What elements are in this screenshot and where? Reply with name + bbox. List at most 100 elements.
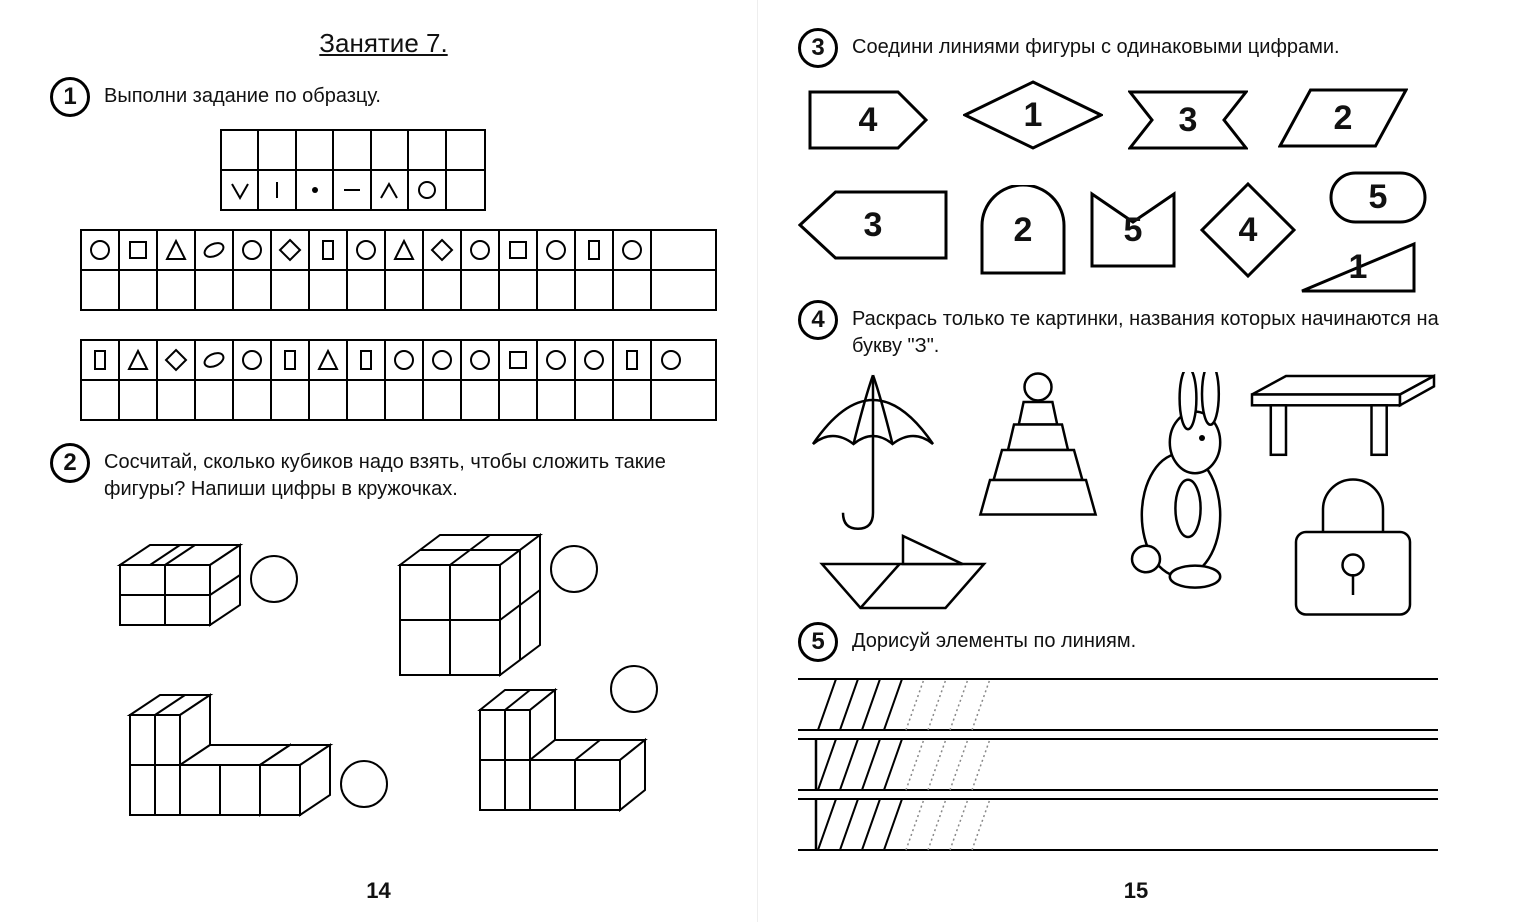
grid-cell[interactable] [334, 171, 371, 209]
grid-cell-empty[interactable] [272, 271, 310, 309]
grid-cell[interactable] [259, 171, 296, 209]
grid-cell[interactable] [409, 131, 446, 169]
grid-cell-empty[interactable] [120, 271, 158, 309]
picture-umbrella[interactable] [798, 372, 948, 532]
grid-cell-empty[interactable] [424, 381, 462, 419]
grid-cell[interactable] [424, 231, 462, 269]
grid-cell[interactable] [310, 231, 348, 269]
numbered-shape[interactable]: 4 [1198, 180, 1298, 280]
grid-cell-empty[interactable] [348, 271, 386, 309]
grid-cell[interactable] [652, 231, 690, 269]
grid-cell[interactable] [82, 341, 120, 379]
grid-cell-empty[interactable] [310, 271, 348, 309]
grid-cell-empty[interactable] [82, 381, 120, 419]
grid-cell[interactable] [310, 341, 348, 379]
picture-boat[interactable] [818, 532, 988, 612]
grid-cell[interactable] [652, 341, 690, 379]
task-4-number: 4 [798, 300, 838, 340]
grid-cell[interactable] [386, 341, 424, 379]
grid-cell[interactable] [234, 231, 272, 269]
grid-cell-empty[interactable] [500, 271, 538, 309]
grid-cell-empty[interactable] [120, 381, 158, 419]
grid-cell[interactable] [462, 341, 500, 379]
grid-cell-empty[interactable] [158, 381, 196, 419]
grid-cell-empty[interactable] [234, 271, 272, 309]
grid-cell[interactable] [462, 231, 500, 269]
grid-cell[interactable] [297, 171, 334, 209]
grid-cell[interactable] [234, 341, 272, 379]
grid-cell-empty[interactable] [158, 271, 196, 309]
grid-cell-empty[interactable] [196, 381, 234, 419]
numbered-shape[interactable]: 2 [1278, 88, 1408, 148]
grid-cell-empty[interactable] [272, 381, 310, 419]
picture-lock[interactable] [1278, 472, 1428, 622]
grid-cell[interactable] [500, 231, 538, 269]
grid-cell[interactable] [409, 171, 446, 209]
answer-circle-d[interactable] [610, 665, 658, 713]
grid-cell-empty[interactable] [576, 271, 614, 309]
grid-cell-empty[interactable] [196, 271, 234, 309]
grid-cell[interactable] [614, 341, 652, 379]
grid-cell-empty[interactable] [424, 271, 462, 309]
grid-cell-empty[interactable] [386, 271, 424, 309]
grid-cell-empty[interactable] [576, 381, 614, 419]
grid-cell[interactable] [120, 341, 158, 379]
grid-cell[interactable] [614, 231, 652, 269]
numbered-shape[interactable]: 3 [1128, 90, 1248, 150]
grid-cell-empty[interactable] [348, 381, 386, 419]
numbered-shape[interactable]: 4 [808, 90, 928, 150]
picture-pyramid[interactable] [978, 372, 1098, 522]
grid-cell[interactable] [196, 231, 234, 269]
task5-writing-lines[interactable] [798, 674, 1459, 864]
grid-cell[interactable] [538, 231, 576, 269]
numbered-shape[interactable]: 1 [963, 80, 1103, 150]
numbered-shape[interactable]: 3 [798, 190, 948, 260]
grid-cell[interactable] [196, 341, 234, 379]
picture-hare[interactable] [1118, 372, 1258, 592]
grid-cell[interactable] [372, 171, 409, 209]
grid-cell[interactable] [82, 231, 120, 269]
numbered-shape[interactable]: 1 [1298, 240, 1418, 295]
grid-cell[interactable] [334, 131, 371, 169]
answer-circle-c[interactable] [340, 760, 388, 808]
grid-cell[interactable] [424, 341, 462, 379]
grid-cell[interactable] [272, 231, 310, 269]
grid-cell[interactable] [348, 231, 386, 269]
grid-cell-empty[interactable] [462, 271, 500, 309]
grid-cell-empty[interactable] [82, 271, 120, 309]
grid-cell[interactable] [222, 131, 259, 169]
grid-cell-empty[interactable] [310, 381, 348, 419]
grid-cell-empty[interactable] [500, 381, 538, 419]
numbered-shape[interactable]: 5 [1328, 170, 1428, 225]
grid-cell[interactable] [386, 231, 424, 269]
grid-cell[interactable] [297, 131, 334, 169]
grid-cell-empty[interactable] [538, 271, 576, 309]
grid-cell-empty[interactable] [652, 271, 690, 309]
answer-circle-b[interactable] [550, 545, 598, 593]
grid-cell[interactable] [500, 341, 538, 379]
grid-cell[interactable] [120, 231, 158, 269]
answer-circle-a[interactable] [250, 555, 298, 603]
grid-cell[interactable] [372, 131, 409, 169]
grid-cell[interactable] [158, 231, 196, 269]
grid-cell-empty[interactable] [462, 381, 500, 419]
grid-cell-empty[interactable] [538, 381, 576, 419]
grid-cell[interactable] [576, 341, 614, 379]
grid-cell[interactable] [158, 341, 196, 379]
grid-cell-empty[interactable] [614, 381, 652, 419]
grid-cell[interactable] [272, 341, 310, 379]
grid-cell-empty[interactable] [234, 381, 272, 419]
grid-cell[interactable] [348, 341, 386, 379]
grid-cell[interactable] [538, 341, 576, 379]
grid-cell-empty[interactable] [614, 271, 652, 309]
numbered-shape[interactable]: 2 [978, 185, 1068, 275]
grid-cell-empty[interactable] [652, 381, 690, 419]
grid-cell[interactable] [447, 171, 484, 209]
grid-cell[interactable] [222, 171, 259, 209]
grid-cell[interactable] [447, 131, 484, 169]
grid-cell-empty[interactable] [386, 381, 424, 419]
grid-cell[interactable] [576, 231, 614, 269]
numbered-shape[interactable]: 5 [1088, 190, 1178, 270]
picture-table[interactable] [1248, 372, 1438, 462]
grid-cell[interactable] [259, 131, 296, 169]
